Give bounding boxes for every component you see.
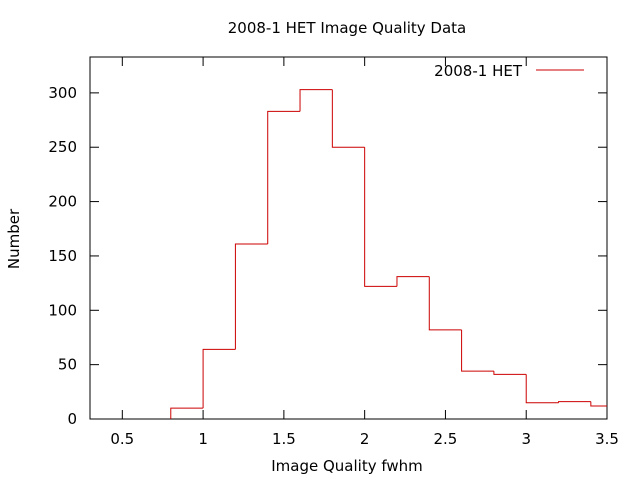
x-tick-label: 3 — [521, 430, 531, 448]
histogram-bin-step — [299, 89, 333, 112]
x-tick-label: 3.5 — [595, 430, 619, 448]
histogram-bin-step — [331, 89, 365, 148]
histogram-bin-step — [364, 147, 397, 287]
x-tick-label: 1.5 — [272, 430, 296, 448]
histogram-bin-step — [170, 407, 204, 419]
x-tick-label: 2 — [360, 430, 370, 448]
chart-title: 2008-1 HET Image Quality Data — [228, 19, 467, 37]
y-tick-label: 0 — [67, 410, 77, 428]
histogram-bin-step — [590, 401, 607, 407]
x-tick-label: 2.5 — [434, 430, 458, 448]
y-tick-label: 50 — [58, 356, 77, 374]
histogram-bin-step — [202, 348, 236, 409]
y-tick-label: 150 — [48, 247, 77, 265]
histogram-bin-step — [525, 374, 559, 404]
legend: 2008-1 HET — [434, 62, 584, 80]
y-axis-label: Number — [5, 208, 23, 269]
legend-label: 2008-1 HET — [434, 62, 523, 80]
plot-frame — [89, 56, 608, 420]
y-tick-label: 100 — [48, 301, 77, 319]
x-axis-label: Image Quality fwhm — [271, 457, 423, 475]
x-tick-label: 1 — [198, 430, 208, 448]
y-tick-label: 200 — [48, 193, 77, 211]
plot-area: 0.5 1 1.5 2 2.5 3 3.5 0 50 100 150 200 250 300 — [48, 56, 619, 448]
histogram-bin-step — [267, 110, 301, 244]
histogram-bin-step — [558, 401, 591, 403]
histogram-bin-step — [461, 329, 494, 372]
histogram-bin-step — [493, 371, 527, 375]
histogram-bin-step — [428, 276, 462, 331]
histogram-bin-step — [234, 243, 268, 350]
histogram-bin-step — [396, 276, 430, 287]
y-tick-label: 250 — [48, 138, 77, 156]
y-tick-label: 300 — [48, 84, 77, 102]
x-tick-label: 0.5 — [110, 430, 134, 448]
